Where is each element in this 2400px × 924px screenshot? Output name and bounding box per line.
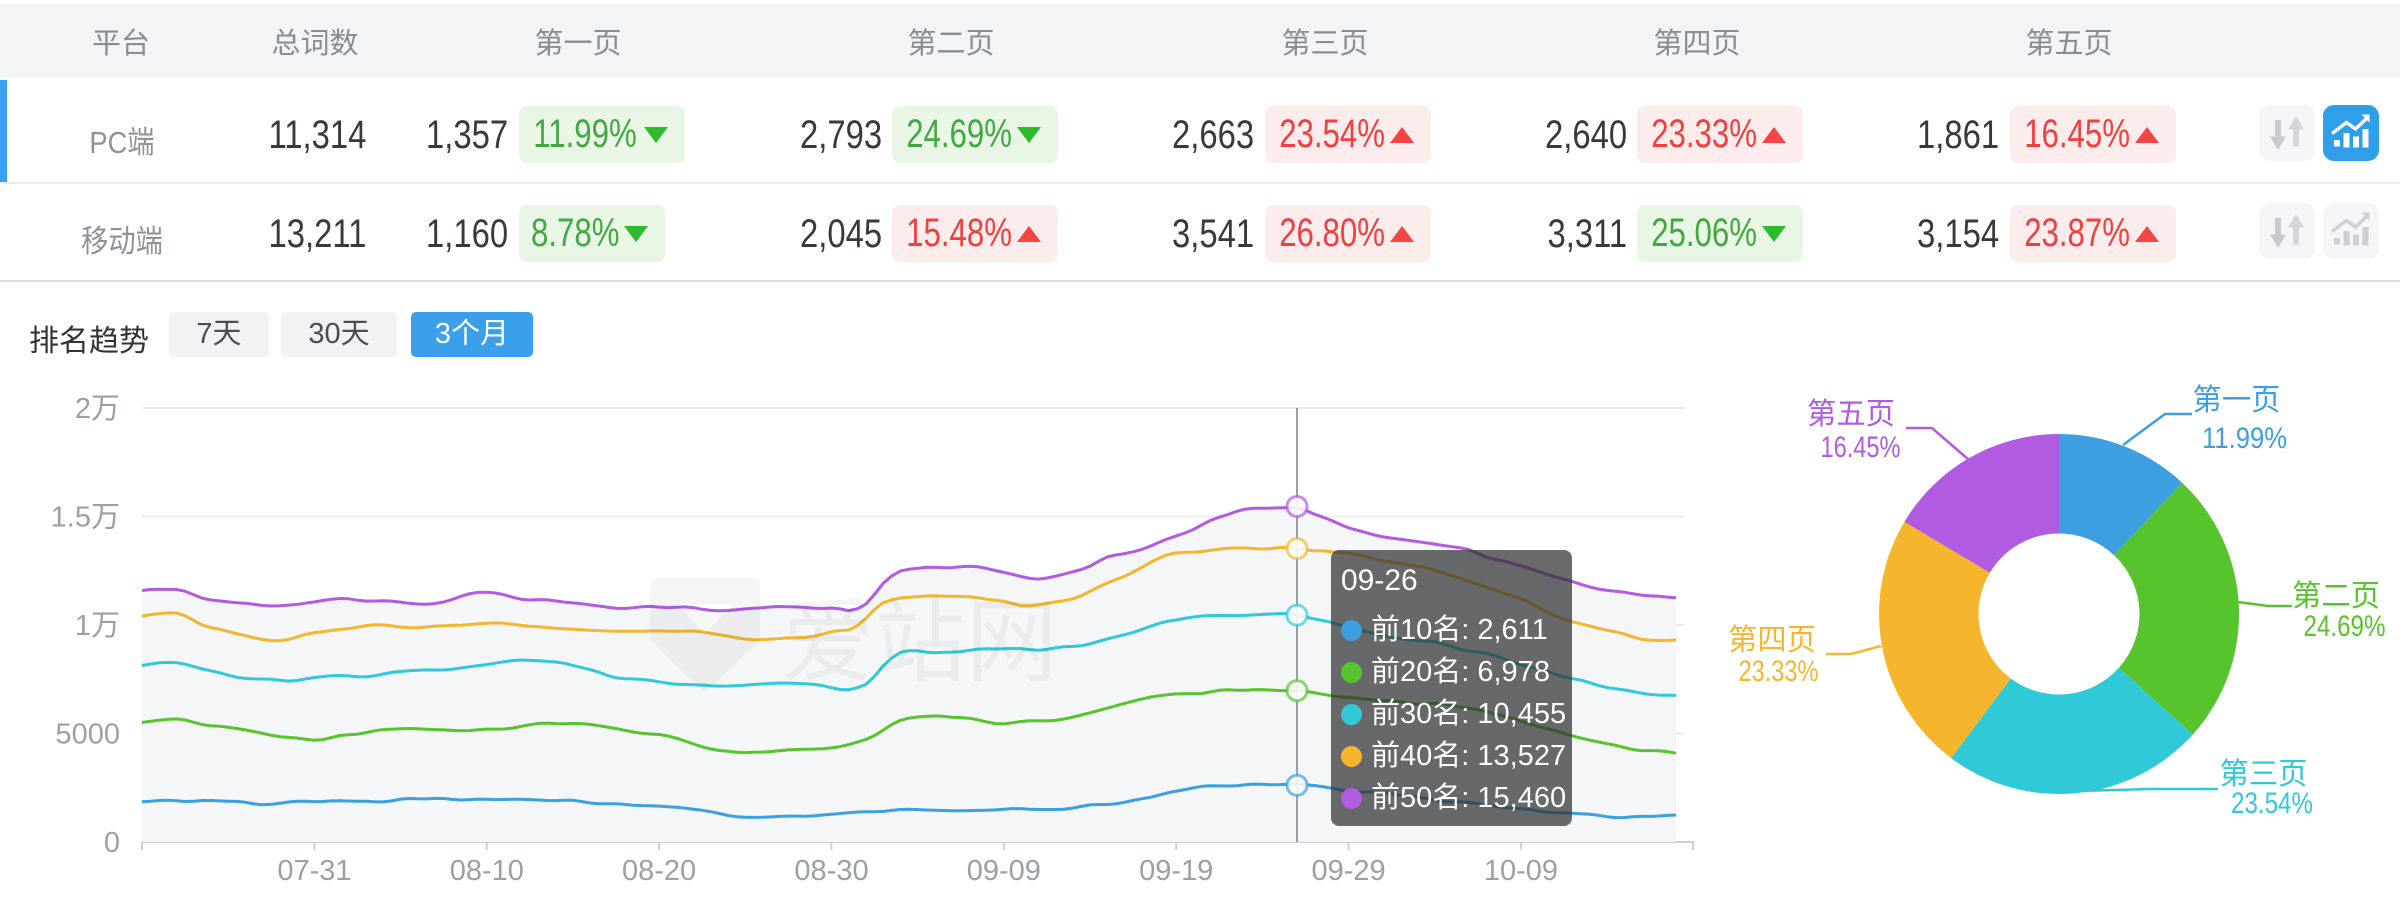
svg-text:10-09: 10-09 (1484, 855, 1558, 887)
svg-text:07-31: 07-31 (277, 855, 351, 887)
svg-text:09-19: 09-19 (1139, 855, 1213, 887)
svg-text:第四页: 第四页 (1728, 624, 1816, 657)
svg-text:08-10: 08-10 (450, 855, 524, 887)
svg-text:第二页: 第二页 (2292, 580, 2380, 613)
svg-text:24.69%: 24.69% (2304, 610, 2386, 643)
svg-text:第五页: 第五页 (1807, 398, 1895, 431)
svg-text:23.54%: 23.54% (2231, 787, 2313, 820)
svg-text:09-29: 09-29 (1312, 855, 1386, 887)
svg-text:09-09: 09-09 (967, 855, 1041, 887)
svg-text:1.5万: 1.5万 (51, 502, 120, 534)
svg-text:爱站网: 爱站网 (782, 592, 1058, 694)
svg-text:第三页: 第三页 (2220, 758, 2308, 791)
svg-text:5000: 5000 (55, 719, 120, 751)
svg-text:11.99%: 11.99% (2202, 422, 2287, 455)
svg-text:2万: 2万 (75, 393, 120, 425)
svg-text:16.45%: 16.45% (1821, 431, 1901, 464)
svg-text:0: 0 (104, 827, 120, 859)
svg-text:08-20: 08-20 (622, 855, 696, 887)
svg-text:1万: 1万 (75, 610, 120, 642)
svg-text:23.33%: 23.33% (1739, 655, 1819, 688)
svg-text:第一页: 第一页 (2193, 384, 2281, 417)
svg-text:08-30: 08-30 (794, 855, 868, 887)
